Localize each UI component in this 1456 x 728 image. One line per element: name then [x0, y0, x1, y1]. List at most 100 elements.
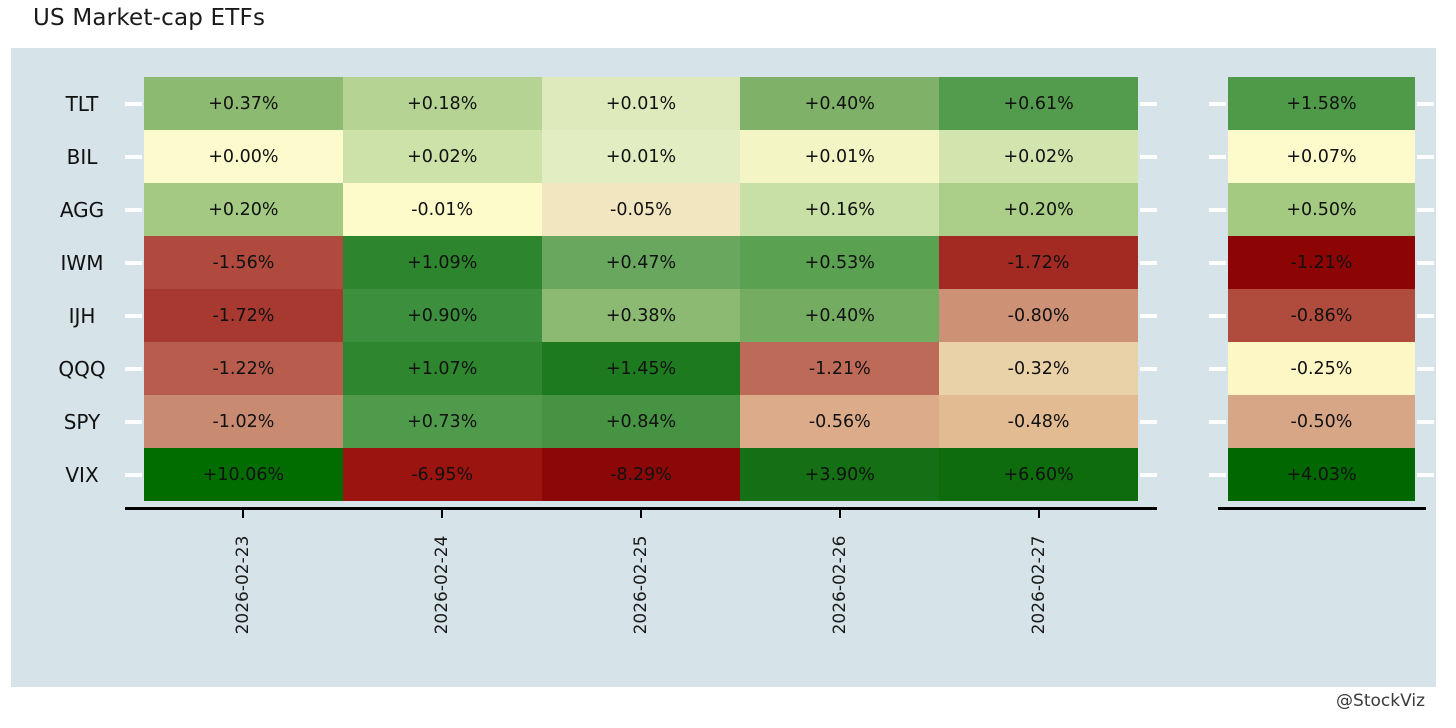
summary-x-axis-line	[1218, 507, 1426, 510]
row-label-tlt: TLT	[65, 91, 99, 116]
heatmap-cell-vix-2026-02-23: +10.06%	[144, 448, 343, 501]
heatmap-cell-tlt-2026-02-27: +0.61%	[939, 77, 1138, 130]
heatmap-cell-tlt-2026-02-23: +0.37%	[144, 77, 343, 130]
x-axis-label-2026-02-25: 2026-02-25	[631, 535, 651, 635]
row-tick-dash	[1140, 101, 1157, 106]
heatmap-cell-qqq-2026-02-27: -0.32%	[939, 342, 1138, 395]
summary-cell-bil: +0.07%	[1228, 130, 1415, 183]
row-tick-dash	[1417, 472, 1434, 477]
credit-watermark: @StockViz	[1336, 691, 1425, 711]
heatmap-cell-iwm-2026-02-24: +1.09%	[342, 236, 542, 289]
row-tick-dash	[1140, 472, 1157, 477]
x-axis-tick	[441, 510, 444, 518]
heatmap-cell-ijh-2026-02-27: -0.80%	[939, 289, 1138, 342]
row-tick-dash	[1209, 313, 1226, 318]
row-tick-dash	[125, 207, 142, 212]
row-tick-dash	[125, 313, 142, 318]
heatmap-cell-iwm-2026-02-27: -1.72%	[939, 236, 1138, 289]
x-axis-tick	[640, 510, 642, 518]
heatmap-cell-spy-2026-02-26: -0.56%	[740, 395, 940, 448]
row-label-qqq: QQQ	[58, 356, 106, 381]
x-axis-label-2026-02-27: 2026-02-27	[1028, 535, 1049, 635]
heatmap-cell-spy-2026-02-25: +0.84%	[541, 395, 741, 448]
summary-cell-vix: +4.03%	[1228, 448, 1415, 501]
row-label-vix: VIX	[65, 462, 99, 487]
row-tick-dash	[1417, 101, 1434, 106]
summary-cell-ijh: -0.86%	[1228, 289, 1415, 342]
row-tick-dash	[1209, 260, 1226, 265]
row-tick-dash	[1140, 207, 1157, 212]
row-tick-dash	[1417, 260, 1434, 265]
heatmap-cell-agg-2026-02-26: +0.16%	[740, 183, 940, 236]
heatmap-cell-tlt-2026-02-24: +0.18%	[342, 77, 542, 130]
row-label-bil: BIL	[66, 144, 98, 169]
heatmap-cell-bil-2026-02-27: +0.02%	[939, 130, 1138, 183]
heatmap-cell-ijh-2026-02-26: +0.40%	[740, 289, 940, 342]
row-tick-dash	[1140, 366, 1157, 371]
heatmap-cell-vix-2026-02-26: +3.90%	[740, 448, 940, 501]
heatmap-cell-spy-2026-02-24: +0.73%	[342, 395, 542, 448]
heatmap-cell-vix-2026-02-25: -8.29%	[541, 448, 741, 501]
heatmap-cell-bil-2026-02-25: +0.01%	[541, 130, 741, 183]
heatmap-cell-spy-2026-02-23: -1.02%	[144, 395, 343, 448]
row-tick-dash	[1417, 366, 1434, 371]
heatmap-cell-agg-2026-02-23: +0.20%	[144, 183, 343, 236]
heatmap-cell-ijh-2026-02-25: +0.38%	[541, 289, 741, 342]
daily-returns-heatmap: +0.37% +0.18% +0.01% +0.40% +0.61% +0.00% +0.0…	[144, 77, 1138, 501]
summary-cell-spy: -0.50%	[1228, 395, 1415, 448]
row-tick-dash	[1209, 154, 1226, 159]
chart-panel: TLT BIL AGG IWM IJH QQQ SPY VIX +0.37% +0.18% +0.…	[11, 48, 1436, 687]
summary-cell-qqq: -0.25%	[1228, 342, 1415, 395]
row-tick-dash	[1417, 207, 1434, 212]
row-label-spy: SPY	[63, 409, 101, 434]
row-tick-dash	[1140, 260, 1157, 265]
row-tick-dash	[1417, 313, 1434, 318]
heatmap-cell-bil-2026-02-24: +0.02%	[342, 130, 542, 183]
row-tick-dash	[125, 419, 142, 424]
row-tick-dash	[125, 260, 142, 265]
heatmap-cell-agg-2026-02-25: -0.05%	[541, 183, 741, 236]
heatmap-cell-bil-2026-02-23: +0.00%	[144, 130, 343, 183]
heatmap-cell-bil-2026-02-26: +0.01%	[740, 130, 940, 183]
row-tick-dash	[125, 154, 142, 159]
row-tick-dash	[1209, 419, 1226, 424]
row-tick-dash	[125, 101, 142, 106]
heatmap-cell-spy-2026-02-27: -0.48%	[939, 395, 1138, 448]
row-label-iwm: IWM	[60, 250, 104, 275]
row-tick-dash	[1140, 154, 1157, 159]
heatmap-cell-ijh-2026-02-24: +0.90%	[342, 289, 542, 342]
heatmap-cell-qqq-2026-02-26: -1.21%	[740, 342, 940, 395]
summary-cell-agg: +0.50%	[1228, 183, 1415, 236]
row-tick-dash	[1209, 472, 1226, 477]
row-tick-dash	[125, 366, 142, 371]
heatmap-cell-qqq-2026-02-25: +1.45%	[541, 342, 741, 395]
heatmap-cell-vix-2026-02-27: +6.60%	[939, 448, 1138, 501]
row-tick-dash	[1209, 366, 1226, 371]
chart-title: US Market-cap ETFs	[33, 5, 266, 31]
row-tick-dash	[1209, 207, 1226, 212]
row-tick-dash	[1209, 101, 1226, 106]
summary-returns-heatmap: +1.58% +0.07% +0.50% -1.21% -0.86% -0.25% -0.5…	[1228, 77, 1415, 501]
summary-cell-tlt: +1.58%	[1228, 77, 1415, 130]
x-axis-tick	[838, 510, 841, 518]
row-tick-dash	[1417, 154, 1434, 159]
row-tick-dash	[125, 472, 142, 477]
row-tick-dash	[1140, 419, 1157, 424]
x-axis-label-2026-02-23: 2026-02-23	[233, 535, 254, 635]
heatmap-cell-qqq-2026-02-23: -1.22%	[144, 342, 343, 395]
x-axis-label-2026-02-24: 2026-02-24	[432, 535, 453, 635]
heatmap-cell-vix-2026-02-24: -6.95%	[342, 448, 542, 501]
row-label-ijh: IJH	[68, 303, 96, 328]
heatmap-cell-qqq-2026-02-24: +1.07%	[342, 342, 542, 395]
heatmap-cell-iwm-2026-02-26: +0.53%	[740, 236, 940, 289]
summary-cell-iwm: -1.21%	[1228, 236, 1415, 289]
heatmap-cell-ijh-2026-02-23: -1.72%	[144, 289, 343, 342]
row-tick-dash	[1417, 419, 1434, 424]
heatmap-cell-iwm-2026-02-23: -1.56%	[144, 236, 343, 289]
heatmap-cell-tlt-2026-02-25: +0.01%	[541, 77, 741, 130]
heatmap-cell-agg-2026-02-24: -0.01%	[342, 183, 542, 236]
heatmap-cell-iwm-2026-02-25: +0.47%	[541, 236, 741, 289]
row-label-agg: AGG	[59, 197, 105, 222]
main-x-axis-line	[125, 507, 1157, 510]
